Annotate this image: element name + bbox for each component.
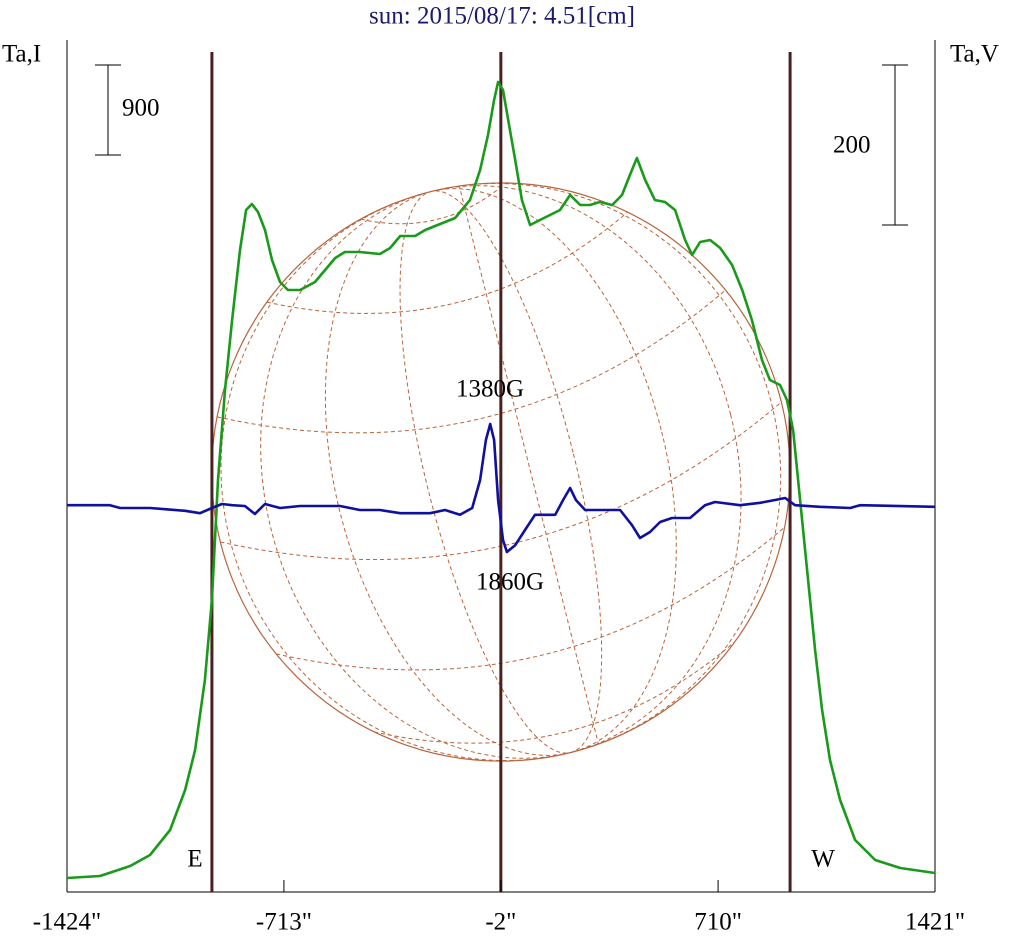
parallel [276, 526, 785, 671]
parallel [374, 641, 736, 744]
x-tick-label: 710" [694, 909, 742, 936]
series-line [67, 422, 936, 554]
chart-title: sun: 2015/08/17: 4.51[cm] [369, 3, 635, 30]
meridian [458, 184, 600, 746]
series-line [66, 80, 936, 880]
x-tick-label: -1424" [33, 909, 102, 936]
annotation: W [811, 846, 835, 873]
parallel [266, 211, 628, 314]
x-tick-label: -2" [485, 909, 516, 936]
meridian [324, 188, 677, 756]
y2-axis-label: Ta,V [950, 41, 999, 68]
parallel [360, 182, 507, 225]
annotation: 1860G [476, 569, 544, 596]
scale-label: 900 [122, 95, 160, 122]
y-axis-label: Ta,I [2, 41, 41, 68]
x-tick-label: 1421" [905, 909, 965, 936]
annotation: 1380G [456, 376, 524, 403]
parallel [220, 401, 782, 561]
x-tick-label: -713" [256, 909, 312, 936]
annotation: E [187, 846, 202, 873]
parallel [216, 289, 726, 434]
scale-label: 200 [833, 132, 871, 159]
